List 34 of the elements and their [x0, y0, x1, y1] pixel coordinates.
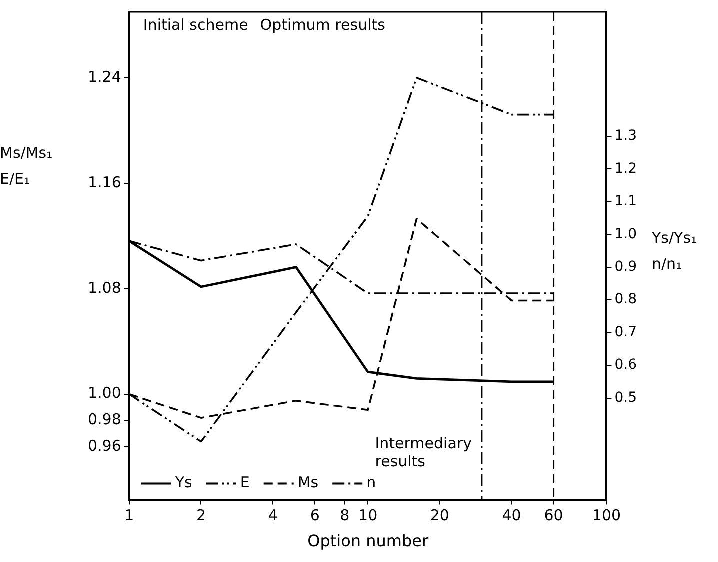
legend-label: n: [366, 474, 376, 492]
y-tick-label: 0.98: [88, 410, 122, 429]
y2-tick-label: 0.8: [614, 292, 637, 308]
y2-tick-label: 1.1: [614, 194, 637, 210]
x-tick-label: 10: [358, 506, 378, 525]
x-tick-label: 20: [430, 506, 450, 525]
x-tick-label: 4: [268, 506, 278, 525]
legend-label: Ms: [298, 474, 319, 492]
x-tick-label: 40: [502, 506, 522, 525]
y2-tick-label: 1.3: [614, 128, 637, 144]
annotation: Initial scheme: [143, 16, 248, 34]
legend-label: Ys: [174, 474, 193, 492]
y-tick-label: 1.16: [88, 173, 122, 192]
y2-tick-label: 1.2: [614, 160, 637, 177]
y-tick-label: 1.00: [88, 384, 122, 402]
y2-tick-label: 0.6: [614, 357, 638, 374]
y2-tick-label: 1.0: [614, 226, 637, 242]
y2-tick-label: 0.9: [614, 259, 637, 275]
x-tick-label: 6: [310, 506, 320, 525]
y-tick-label: 1.08: [88, 278, 122, 297]
x-tick-label: 1: [124, 506, 134, 525]
y2-tick-label: 0.5: [614, 390, 637, 406]
y-tick-label: 0.96: [88, 436, 122, 455]
y-tick-label: 1.24: [88, 68, 122, 86]
x-tick-label: 100: [592, 506, 622, 525]
x-tick-label: 2: [196, 506, 206, 525]
annotation: Optimum results: [260, 16, 386, 34]
y-axis-title: Ms/Ms₁ E/E₁: [0, 143, 54, 190]
y2-axis-title: Ys/Ys₁ n/n₁: [652, 228, 698, 275]
x-axis-title: Option number: [308, 532, 429, 551]
x-tick-label: 8: [340, 506, 350, 525]
y2-tick-label: 0.7: [614, 324, 637, 340]
legend-label: E: [240, 474, 250, 492]
x-tick-label: 60: [544, 506, 564, 525]
